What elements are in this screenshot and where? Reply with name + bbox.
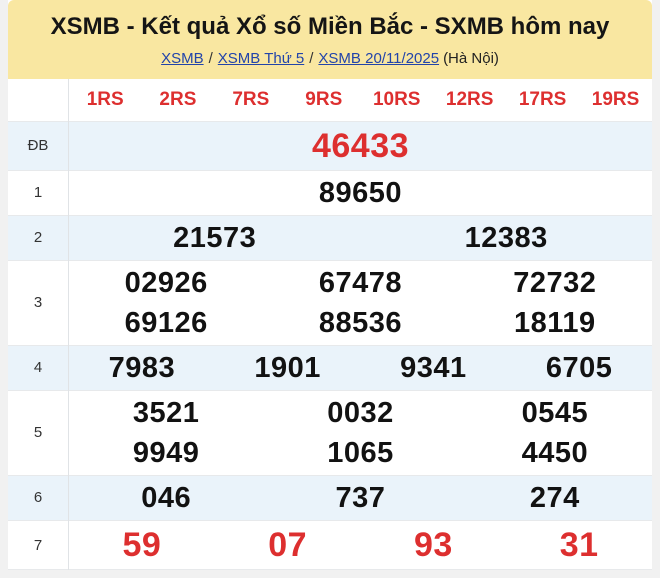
prize-row-label: ĐB [8,121,69,171]
prize-number: 0545 [521,396,589,429]
prize-number: 18119 [514,306,596,339]
prize-row-label: 3 [8,260,69,346]
breadcrumb-link-xsmb[interactable]: XSMB [161,49,204,67]
page-title: XSMB - Kết quả Xổ số Miền Bắc - SXMB hôm… [50,13,610,40]
prize-row-label: 4 [8,345,69,391]
prize-row-values: 59 07 93 31 [69,520,653,569]
prize-number: 21573 [173,221,257,254]
prize-row-label: 5 [8,390,69,476]
prize-row-1: 1 89650 [8,170,653,216]
prize-number: 7983 [108,351,176,384]
column-header-17rs: 17RS [518,88,567,110]
prize-number: 72732 [513,266,597,299]
prize-number: 93 [413,525,453,564]
prize-row-values: 46433 [69,121,653,170]
prize-row-4: 4 7983 1901 9341 6705 [8,345,653,391]
lottery-results-page: XSMB - Kết quả Xổ số Miền Bắc - SXMB hôm… [8,0,652,578]
breadcrumb-location-label: (Hà Nội) [443,49,499,67]
prize-number: 6705 [545,351,613,384]
prize-number: 69126 [124,306,208,339]
results-table-body: ĐB 46433 1 89650 2 21573 12383 3 02926 67478 72732… [8,121,652,570]
prize-number: 59 [122,525,162,564]
breadcrumb-link-date[interactable]: XSMB 20/11/2025 [318,49,440,67]
prize-number: 1901 [254,351,321,384]
prize-row-label: 1 [8,170,69,216]
breadcrumb-link-weekday[interactable]: XSMB Thứ 5 [217,49,305,67]
prize-row-values: 3521 0032 0545 9949 1065 4450 [69,390,653,475]
corner-cell [8,78,69,122]
prize-row-2: 2 21573 12383 [8,215,653,261]
prize-number: 046 [141,481,192,514]
prize-number: 4450 [521,436,589,469]
prize-row-values: 89650 [69,170,653,215]
breadcrumb-separator: / [208,49,213,67]
breadcrumb: XSMB / XSMB Thứ 5/XSMB 20/11/2025 (Hà Nội) [18,50,642,67]
prize-row-5: 5 3521 0032 0545 9949 1065 4450 [8,390,653,476]
prize-number: 31 [559,525,599,564]
page-header: XSMB - Kết quả Xổ số Miền Bắc - SXMB hôm… [8,0,652,79]
prize-row-7: 7 59 07 93 31 [8,520,653,570]
column-header-10rs: 10RS [372,88,421,110]
prize-row-6: 6 046 737 274 [8,475,653,521]
prize-number: 67478 [318,266,403,299]
prize-row-label: 6 [8,475,69,521]
prize-row-ĐB: ĐB 46433 [8,121,653,171]
prize-number: 0032 [327,396,394,429]
prize-number: 9341 [400,351,467,384]
column-header-7rs: 7RS [232,88,270,110]
prize-number: 46433 [311,126,410,165]
prize-number: 02926 [124,266,208,299]
prize-number: 07 [268,525,308,564]
prize-number: 1065 [327,436,394,469]
column-header-2rs: 2RS [159,88,197,110]
results-table-head: 1RS 2RS 7RS 9RS 10RS 12RS 17RS 19RS [8,78,652,122]
prize-number: 274 [529,481,580,514]
page-footer-gap [8,570,652,578]
prize-row-3: 3 02926 67478 72732 69126 88536 18119 [8,260,653,346]
prize-number: 12383 [464,221,548,254]
prize-row-label: 2 [8,215,69,261]
column-header-12rs: 12RS [445,88,494,110]
prize-number: 737 [335,481,386,514]
prize-row-values: 21573 12383 [69,215,653,260]
prize-number: 3521 [132,396,200,429]
column-header-9rs: 9RS [305,88,343,110]
breadcrumb-separator: / [309,49,314,67]
prize-row-values: 7983 1901 9341 6705 [69,345,653,390]
column-header-19rs: 19RS [591,88,640,110]
prize-number: 89650 [318,176,403,209]
prize-row-values: 02926 67478 72732 69126 88536 18119 [69,260,653,345]
results-table: 1RS 2RS 7RS 9RS 10RS 12RS 17RS 19RS ĐB 46433 1 896… [8,78,652,571]
prize-number: 88536 [318,306,403,339]
column-header-row: 1RS 2RS 7RS 9RS 10RS 12RS 17RS 19RS [8,78,652,122]
prize-row-values: 046 737 274 [69,475,653,520]
prize-row-label: 7 [8,520,69,570]
prize-number: 9949 [132,436,200,469]
column-header-1rs: 1RS [86,88,124,110]
